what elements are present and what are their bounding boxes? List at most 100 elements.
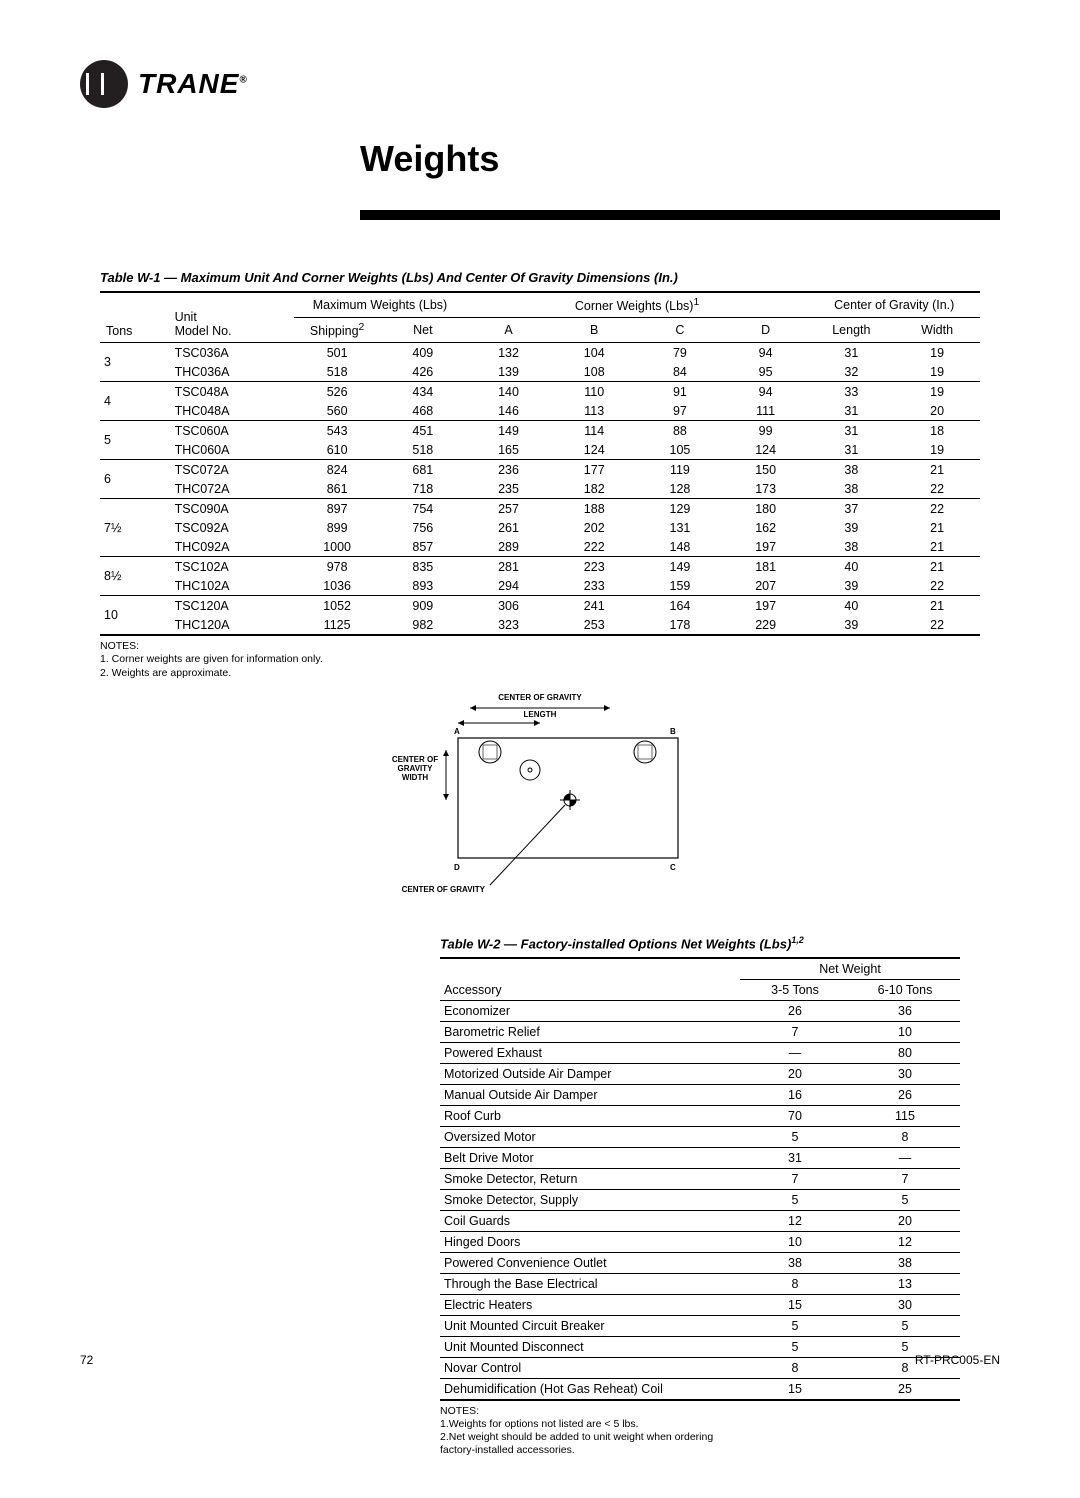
cell: 33 [808,382,894,402]
cell: THC060A [169,440,295,460]
col-3-5: 3-5 Tons [740,980,850,1001]
cell-value: 36 [850,1001,960,1022]
cell: 32 [808,362,894,382]
cell-value: 30 [850,1064,960,1085]
cell-value: 20 [740,1064,850,1085]
title-bar [360,210,1000,220]
cell: 281 [466,557,552,577]
cell: 149 [637,557,723,577]
trane-globe-icon [80,60,128,108]
cell: 114 [551,421,637,441]
hdr-corner: Corner Weights (Lbs)1 [466,292,809,318]
cell: 197 [723,596,809,616]
cell: 233 [551,576,637,596]
brand-name: TRANE® [138,68,248,100]
cell-tons: 4 [100,382,169,421]
cell: 20 [894,401,980,421]
svg-text:D: D [454,863,460,872]
cell: 113 [551,401,637,421]
cell: 124 [723,440,809,460]
cell: 197 [723,537,809,557]
cell: TSC102A [169,557,295,577]
col-len: Length [808,318,894,343]
cell: 91 [637,382,723,402]
cell: 982 [380,615,466,635]
cell: 131 [637,518,723,537]
col-model: UnitModel No. [169,292,295,343]
cell: TSC060A [169,421,295,441]
table-weights: Tons UnitModel No. Maximum Weights (Lbs)… [100,291,980,636]
col-b: B [551,318,637,343]
cell: 21 [894,537,980,557]
cell: THC120A [169,615,295,635]
cell: 19 [894,440,980,460]
cell: 110 [551,382,637,402]
cell: 323 [466,615,552,635]
cell: 84 [637,362,723,382]
hdr-max: Maximum Weights (Lbs) [294,292,465,318]
cell-accessory: Electric Heaters [440,1295,740,1316]
cell: 899 [294,518,380,537]
col-c: C [637,318,723,343]
cell: 149 [466,421,552,441]
cell: 97 [637,401,723,421]
cell: 543 [294,421,380,441]
cell: 253 [551,615,637,635]
cell-tons: 10 [100,596,169,636]
cell: 95 [723,362,809,382]
cell: 177 [551,460,637,480]
cell: 835 [380,557,466,577]
table-row: 7½TSC090A8977542571881291803722 [100,499,980,519]
svg-text:LENGTH: LENGTH [524,710,557,719]
cell: 39 [808,615,894,635]
cell: 37 [808,499,894,519]
table1-caption: Table W-1 — Maximum Unit And Corner Weig… [100,270,980,285]
table-row: Powered Convenience Outlet3838 [440,1253,960,1274]
cell: 128 [637,479,723,499]
cell: 180 [723,499,809,519]
cell: 99 [723,421,809,441]
cell: 38 [808,479,894,499]
cell-value: 13 [850,1274,960,1295]
cell-accessory: Smoke Detector, Return [440,1169,740,1190]
cell: 79 [637,343,723,363]
cell-tons: 8½ [100,557,169,596]
cell: TSC092A [169,518,295,537]
cell: 893 [380,576,466,596]
cell-accessory: Hinged Doors [440,1232,740,1253]
cell-accessory: Oversized Motor [440,1127,740,1148]
cell: 289 [466,537,552,557]
cell: 31 [808,421,894,441]
table-row: Electric Heaters1530 [440,1295,960,1316]
col-d: D [723,318,809,343]
cell: 40 [808,557,894,577]
cell-value: 38 [850,1253,960,1274]
table-row: 10TSC120A10529093062411641974021 [100,596,980,616]
table-row: Powered Exhaust—80 [440,1043,960,1064]
doc-ref: RT-PRC005-EN [915,1353,1000,1367]
cell-value: — [740,1043,850,1064]
cell: 207 [723,576,809,596]
cell: 861 [294,479,380,499]
cell-value: 5 [740,1190,850,1211]
cell: 159 [637,576,723,596]
cell-value: 7 [740,1022,850,1043]
cell: 22 [894,576,980,596]
cell-value: 15 [740,1295,850,1316]
cell: 409 [380,343,466,363]
table-row: Motorized Outside Air Damper2030 [440,1064,960,1085]
cell-value: 8 [850,1127,960,1148]
cell: 229 [723,615,809,635]
cell: 261 [466,518,552,537]
svg-text:B: B [670,727,676,736]
cell: 139 [466,362,552,382]
cell: 501 [294,343,380,363]
cell: 21 [894,596,980,616]
cell-value: — [850,1148,960,1169]
svg-text:GRAVITY: GRAVITY [398,764,434,773]
cell: 526 [294,382,380,402]
cell-value: 26 [740,1001,850,1022]
cell: 222 [551,537,637,557]
cell-accessory: Belt Drive Motor [440,1148,740,1169]
cell-value: 12 [740,1211,850,1232]
